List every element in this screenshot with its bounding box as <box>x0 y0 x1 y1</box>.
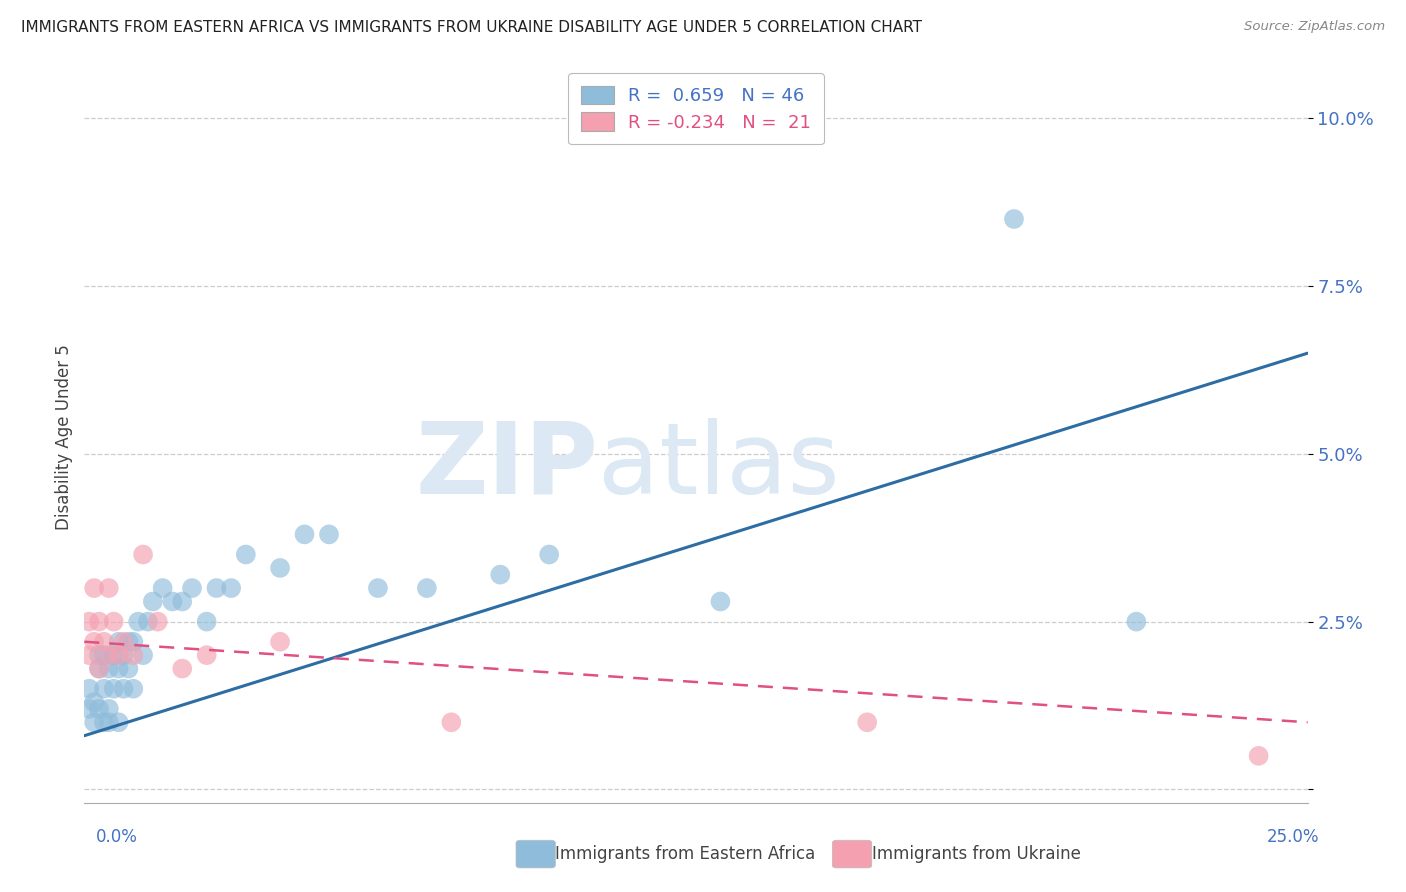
Point <box>709 594 731 608</box>
Point <box>127 615 149 629</box>
Point <box>489 567 512 582</box>
Point <box>219 581 242 595</box>
Point <box>107 648 129 662</box>
Point <box>87 702 110 716</box>
Point <box>269 634 291 648</box>
Point <box>107 662 129 676</box>
Text: IMMIGRANTS FROM EASTERN AFRICA VS IMMIGRANTS FROM UKRAINE DISABILITY AGE UNDER 5: IMMIGRANTS FROM EASTERN AFRICA VS IMMIGR… <box>21 20 922 35</box>
Point <box>181 581 204 595</box>
Point <box>107 715 129 730</box>
Point <box>142 594 165 608</box>
Text: Immigrants from Ukraine: Immigrants from Ukraine <box>872 845 1081 863</box>
Point <box>538 548 561 562</box>
Point <box>77 615 100 629</box>
Point <box>205 581 228 595</box>
Text: Immigrants from Eastern Africa: Immigrants from Eastern Africa <box>555 845 815 863</box>
Point <box>146 615 169 629</box>
Point <box>97 581 120 595</box>
Point <box>136 615 159 629</box>
Point <box>195 648 218 662</box>
Point <box>1002 212 1025 227</box>
Point <box>97 648 120 662</box>
Point <box>235 548 257 562</box>
Point <box>195 615 218 629</box>
Point <box>132 648 155 662</box>
Text: ZIP: ZIP <box>415 417 598 515</box>
Point <box>112 634 135 648</box>
Point <box>856 715 879 730</box>
Point <box>77 702 100 716</box>
Point <box>93 648 115 662</box>
Point <box>172 662 194 676</box>
Point <box>269 561 291 575</box>
Point <box>172 594 194 608</box>
Point <box>87 648 110 662</box>
Point <box>1125 615 1147 629</box>
Point <box>117 634 139 648</box>
Point <box>103 648 125 662</box>
Point <box>117 662 139 676</box>
Y-axis label: Disability Age Under 5: Disability Age Under 5 <box>55 344 73 530</box>
Text: 25.0%: 25.0% <box>1267 828 1319 846</box>
Point <box>122 681 145 696</box>
Point <box>416 581 439 595</box>
Point <box>97 715 120 730</box>
Point <box>87 615 110 629</box>
Point <box>1247 748 1270 763</box>
Point <box>152 581 174 595</box>
Point <box>87 662 110 676</box>
Point <box>93 681 115 696</box>
Text: Source: ZipAtlas.com: Source: ZipAtlas.com <box>1244 20 1385 33</box>
Point <box>122 648 145 662</box>
Point <box>112 648 135 662</box>
Point <box>83 581 105 595</box>
Point <box>294 527 316 541</box>
Point <box>122 634 145 648</box>
Point <box>318 527 340 541</box>
Point <box>162 594 184 608</box>
Point <box>112 681 135 696</box>
Point <box>87 662 110 676</box>
Point <box>103 681 125 696</box>
Point <box>77 648 100 662</box>
Point <box>93 634 115 648</box>
Point <box>103 615 125 629</box>
Point <box>97 662 120 676</box>
Point <box>440 715 463 730</box>
Point <box>77 681 100 696</box>
Point <box>367 581 389 595</box>
Point <box>107 634 129 648</box>
Point <box>83 715 105 730</box>
Text: 0.0%: 0.0% <box>96 828 138 846</box>
Point <box>97 702 120 716</box>
Legend: R =  0.659   N = 46, R = -0.234   N =  21: R = 0.659 N = 46, R = -0.234 N = 21 <box>568 73 824 145</box>
Text: atlas: atlas <box>598 417 839 515</box>
Point <box>83 695 105 709</box>
Point <box>93 715 115 730</box>
Point <box>132 548 155 562</box>
Point <box>83 634 105 648</box>
